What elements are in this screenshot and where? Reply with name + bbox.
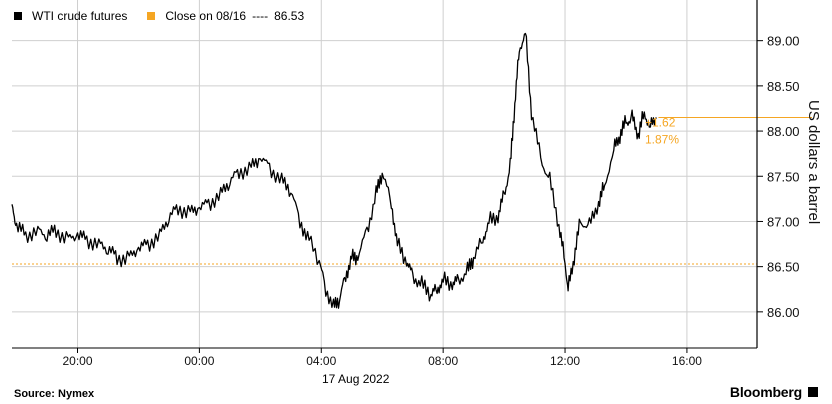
x-axis-ticks: 20:00 00:00 04:00 08:00 12:00 16:00 [62,348,702,368]
y-axis-label: US dollars a barrel [805,100,822,225]
legend-dashes: ---- [252,9,269,23]
y-tick-label: 89.00 [767,34,800,49]
x-tick-label: 12:00 [550,354,580,368]
y-tick-label: 86.50 [767,260,800,275]
y-tick-label: 87.00 [767,214,800,229]
price-line [11,32,657,309]
x-tick-label: 00:00 [184,354,214,368]
close-swatch [147,12,156,20]
y-tick-label: 86.00 [767,305,800,320]
legend-close-value: 86.53 [274,9,305,23]
bloomberg-logo: Bloomberg [730,384,818,400]
x-tick-label: 20:00 [62,354,92,368]
y-axis-ticks: 86.00 86.50 87.00 87.50 88.00 88.50 89.00 [757,34,800,320]
legend: WTI crude futures Close on 08/16 ---- 86… [14,9,304,23]
logo-mark-icon [808,387,818,397]
price-series [11,32,657,309]
y-tick-label: 88.00 [767,124,800,139]
brand-name: Bloomberg [729,384,802,400]
x-tick-label: 16:00 [672,354,702,368]
change-annotation: +1.62 1.87% [645,116,812,147]
y-tick-label: 88.50 [767,79,800,94]
grid-lines [12,0,757,348]
change-pct-label: 1.87% [645,133,679,147]
y-tick-label: 87.50 [767,169,800,184]
date-label: 17 Aug 2022 [322,372,390,386]
series-swatch [14,12,22,20]
x-tick-label: 04:00 [306,354,336,368]
legend-close-label: Close on 08/16 [165,9,247,23]
change-abs-label: +1.62 [645,116,676,130]
x-tick-label: 08:00 [428,354,458,368]
legend-series-label: WTI crude futures [32,9,128,23]
source-note: Source: Nymex [14,388,95,400]
